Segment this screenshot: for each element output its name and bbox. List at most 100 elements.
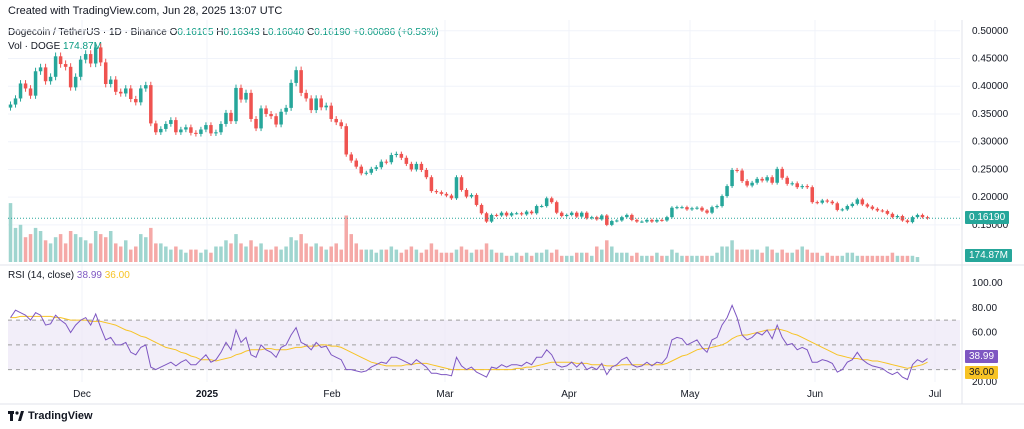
candle-body <box>264 108 268 114</box>
volume-bar <box>299 234 303 262</box>
volume-bar <box>695 255 699 262</box>
volume-bar <box>559 255 564 262</box>
volume-bar <box>865 255 870 262</box>
candle-body <box>239 87 243 100</box>
volume-bar <box>845 252 850 262</box>
volume-bar <box>409 246 414 262</box>
candle-body <box>730 169 734 187</box>
volume-bar <box>329 246 333 262</box>
volume-bar <box>835 255 840 262</box>
candle-body <box>695 207 699 209</box>
candle-body <box>615 220 619 222</box>
candle-body <box>620 217 624 221</box>
volume-bar <box>154 243 158 262</box>
volume-bar <box>665 255 669 262</box>
volume-bar <box>294 240 298 262</box>
volume-bar <box>149 227 153 262</box>
candle-body <box>394 153 399 156</box>
volume-bar <box>449 252 454 262</box>
volume-bar <box>615 252 619 262</box>
volume-bar <box>685 255 689 262</box>
candle-body <box>865 204 870 207</box>
price-tick-label: 0.15000 <box>972 220 1009 231</box>
candle-body <box>28 88 33 96</box>
volume-bar <box>895 255 900 262</box>
volume-bar <box>885 255 890 262</box>
volume-bar <box>690 255 694 262</box>
volume-bar <box>304 243 308 262</box>
high-key: H <box>216 27 224 38</box>
candle-body <box>509 213 514 216</box>
candle-body <box>374 167 379 169</box>
volume-bar <box>38 231 43 262</box>
volume-bar <box>820 255 825 262</box>
candle-body <box>103 62 108 85</box>
volume-bar <box>244 246 248 262</box>
volume-bar <box>800 246 804 262</box>
candle-body <box>294 70 298 83</box>
volume-bar <box>419 252 424 262</box>
volume-bar <box>113 243 118 262</box>
candle-body <box>755 178 759 183</box>
candle-body <box>249 92 253 119</box>
candle-body <box>33 71 38 96</box>
volume-bar <box>554 249 559 262</box>
volume-bar <box>715 252 719 262</box>
candle-body <box>98 47 103 63</box>
candle-body <box>810 187 814 203</box>
rsi-tick-label: 100.00 <box>972 278 1003 289</box>
candle-body <box>920 214 925 218</box>
candle-body <box>339 122 343 127</box>
volume-bar <box>164 246 168 262</box>
volume-bar <box>524 252 529 262</box>
candle-body <box>635 219 639 222</box>
volume-bar <box>78 237 83 262</box>
candle-body <box>314 98 318 111</box>
candle-body <box>459 177 464 190</box>
volume-bar <box>33 227 38 262</box>
volume-bar <box>544 249 549 262</box>
candle-body <box>384 161 389 163</box>
candle-body <box>429 177 434 192</box>
volume-bar <box>8 203 13 262</box>
candle-body <box>449 195 454 199</box>
candle-body <box>108 79 113 85</box>
candle-body <box>610 221 614 225</box>
candle-body <box>690 208 694 210</box>
price-tick-label: 0.25000 <box>972 164 1009 175</box>
volume-bar <box>354 243 359 262</box>
candle-body <box>800 186 804 188</box>
candle-body <box>870 206 875 209</box>
candle-body <box>760 178 764 181</box>
candle-body <box>414 163 419 170</box>
candle-body <box>514 213 519 215</box>
volume-bar <box>529 255 534 262</box>
candle-body <box>790 183 794 185</box>
candle-body <box>785 177 789 184</box>
volume-bar <box>289 237 293 262</box>
candle-body <box>805 186 809 188</box>
candle-body <box>359 166 364 174</box>
volume-bar <box>43 240 48 262</box>
volume-bar <box>144 237 148 262</box>
candle-body <box>569 212 574 215</box>
price-tick-label: 0.45000 <box>972 54 1009 65</box>
candle-body <box>149 85 153 124</box>
candle-body <box>404 157 409 164</box>
candle-body <box>645 219 649 222</box>
time-axis-label: Mar <box>436 389 454 400</box>
volume-bar <box>610 246 614 262</box>
candle-body <box>409 163 414 170</box>
candle-body <box>499 212 504 216</box>
open-value: 0.16105 <box>177 27 214 38</box>
volume-bar <box>169 249 173 262</box>
volume-bar <box>880 255 885 262</box>
volume-bar <box>134 246 138 262</box>
candle-body <box>710 207 714 213</box>
candle-body <box>289 82 293 108</box>
volume-bar <box>58 234 63 262</box>
candle-body <box>840 209 845 211</box>
volume-bar <box>249 240 253 262</box>
candle-body <box>159 128 163 133</box>
